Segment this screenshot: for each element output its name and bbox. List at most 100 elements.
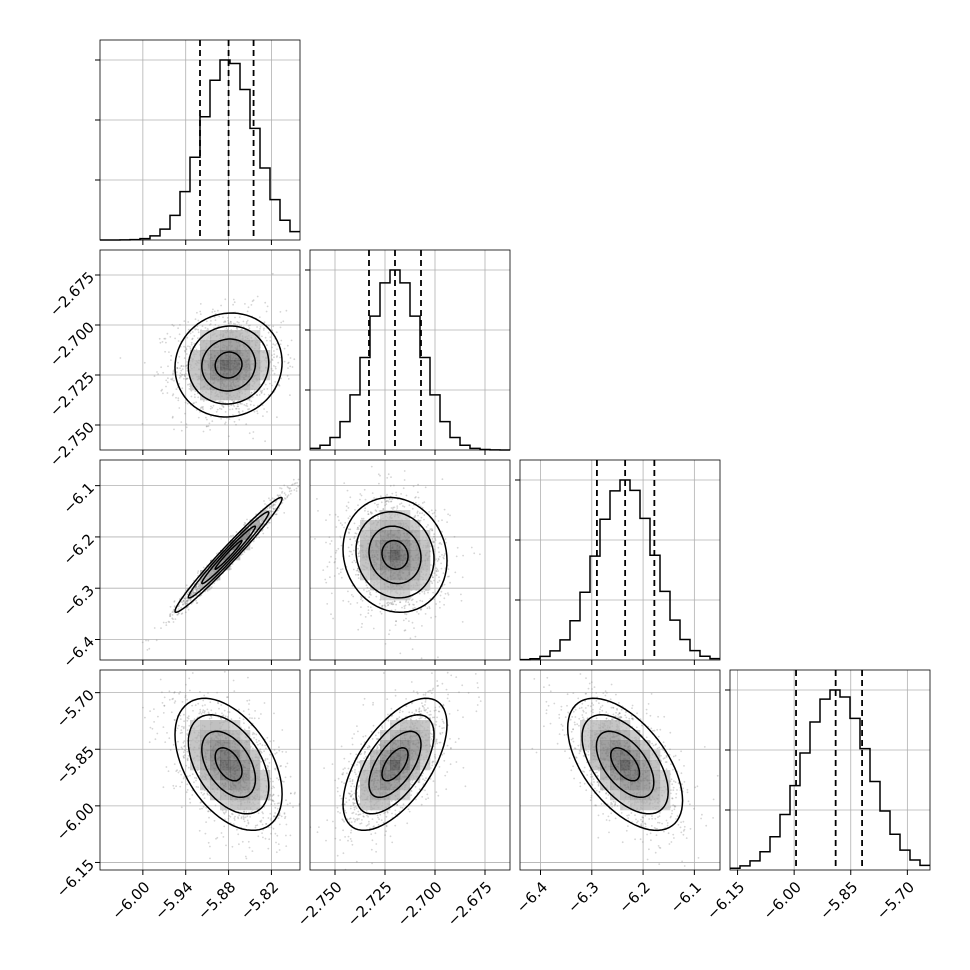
sample-point — [243, 722, 245, 725]
sample-point — [366, 590, 368, 593]
density-cell — [360, 560, 371, 571]
sample-point — [232, 298, 235, 301]
sample-point — [158, 337, 161, 340]
sample-point — [366, 586, 369, 589]
sample-point — [415, 601, 418, 603]
sample-point — [181, 603, 184, 606]
sample-point — [388, 602, 391, 605]
sample-point — [255, 741, 258, 744]
sample-point — [443, 597, 446, 600]
sample-point — [209, 323, 212, 325]
sample-point — [349, 515, 351, 518]
sample-point — [357, 574, 359, 576]
sample-point — [380, 612, 383, 615]
sample-point — [186, 377, 189, 380]
sample-point — [202, 430, 205, 433]
sample-point — [199, 691, 201, 693]
sample-point — [420, 657, 423, 660]
sample-point — [413, 604, 415, 606]
sample-point — [236, 328, 239, 330]
sample-point — [393, 600, 396, 603]
sample-point — [167, 365, 169, 368]
sample-point — [266, 526, 269, 529]
sample-point — [394, 609, 397, 611]
sample-point — [160, 366, 163, 369]
sample-point — [303, 390, 305, 392]
sample-point — [411, 648, 414, 651]
sample-point — [195, 585, 198, 588]
sample-point — [357, 528, 360, 531]
sample-point — [214, 712, 217, 715]
sample-point — [241, 410, 244, 413]
sample-point — [271, 358, 273, 361]
sample-point — [413, 627, 415, 629]
sample-point — [262, 816, 265, 819]
sample-point — [357, 555, 360, 558]
sample-point — [165, 385, 167, 388]
sample-point — [280, 339, 283, 342]
sample-point — [241, 553, 244, 556]
density-cell — [240, 390, 251, 401]
sample-point — [178, 355, 181, 358]
sample-point — [183, 740, 186, 742]
sample-point — [316, 498, 318, 500]
sample-point — [183, 601, 186, 604]
sample-point — [314, 349, 316, 351]
sample-point — [348, 532, 350, 535]
sample-point — [189, 332, 192, 335]
sample-point — [252, 431, 255, 433]
sample-point — [256, 326, 258, 328]
sample-point — [402, 487, 405, 490]
sample-point — [233, 819, 236, 821]
sample-point — [286, 344, 289, 347]
sample-point — [419, 608, 422, 611]
sample-point — [186, 599, 189, 602]
sample-point — [199, 801, 202, 804]
sample-point — [283, 347, 286, 350]
sample-point — [216, 408, 219, 411]
density-cell — [230, 330, 241, 341]
sample-point — [325, 440, 327, 442]
sample-point — [441, 554, 443, 556]
sample-point — [351, 561, 354, 564]
sample-point — [373, 497, 375, 499]
sample-point — [420, 608, 423, 610]
sample-point — [367, 609, 370, 611]
sample-point — [461, 621, 464, 623]
sample-point — [194, 328, 197, 331]
y-tick-label: −2.675 — [46, 268, 98, 320]
density-cell — [380, 560, 391, 571]
sample-point — [224, 421, 227, 424]
contour-1 — [368, 525, 422, 585]
sample-point — [276, 355, 278, 357]
sample-point — [423, 590, 426, 593]
sample-point — [194, 777, 196, 779]
sample-point — [228, 322, 230, 325]
sample-point — [181, 368, 184, 370]
sample-point — [268, 521, 271, 524]
sample-point — [199, 310, 202, 313]
sample-point — [325, 541, 327, 544]
sample-point — [271, 795, 274, 797]
sample-point — [352, 568, 355, 571]
sample-point — [250, 531, 252, 533]
sample-point — [423, 514, 426, 516]
sample-point — [180, 421, 183, 423]
sample-point — [219, 400, 222, 403]
sample-point — [232, 322, 235, 325]
sample-point — [434, 515, 437, 518]
sample-point — [199, 313, 202, 315]
sample-point — [172, 324, 175, 327]
sample-point — [194, 396, 196, 399]
sample-point — [218, 400, 221, 403]
sample-point — [360, 597, 363, 599]
sample-point — [360, 626, 363, 628]
sample-point — [242, 718, 245, 721]
sample-point — [262, 329, 265, 331]
scatter-panel-3-0: −6.15−6.00−5.85−5.70−6.00−5.94−5.88−5.82 — [53, 669, 301, 923]
sample-point — [387, 473, 390, 476]
sample-point — [184, 346, 187, 349]
sample-point — [180, 365, 183, 367]
sample-point — [190, 395, 193, 398]
density-cell — [230, 360, 241, 371]
